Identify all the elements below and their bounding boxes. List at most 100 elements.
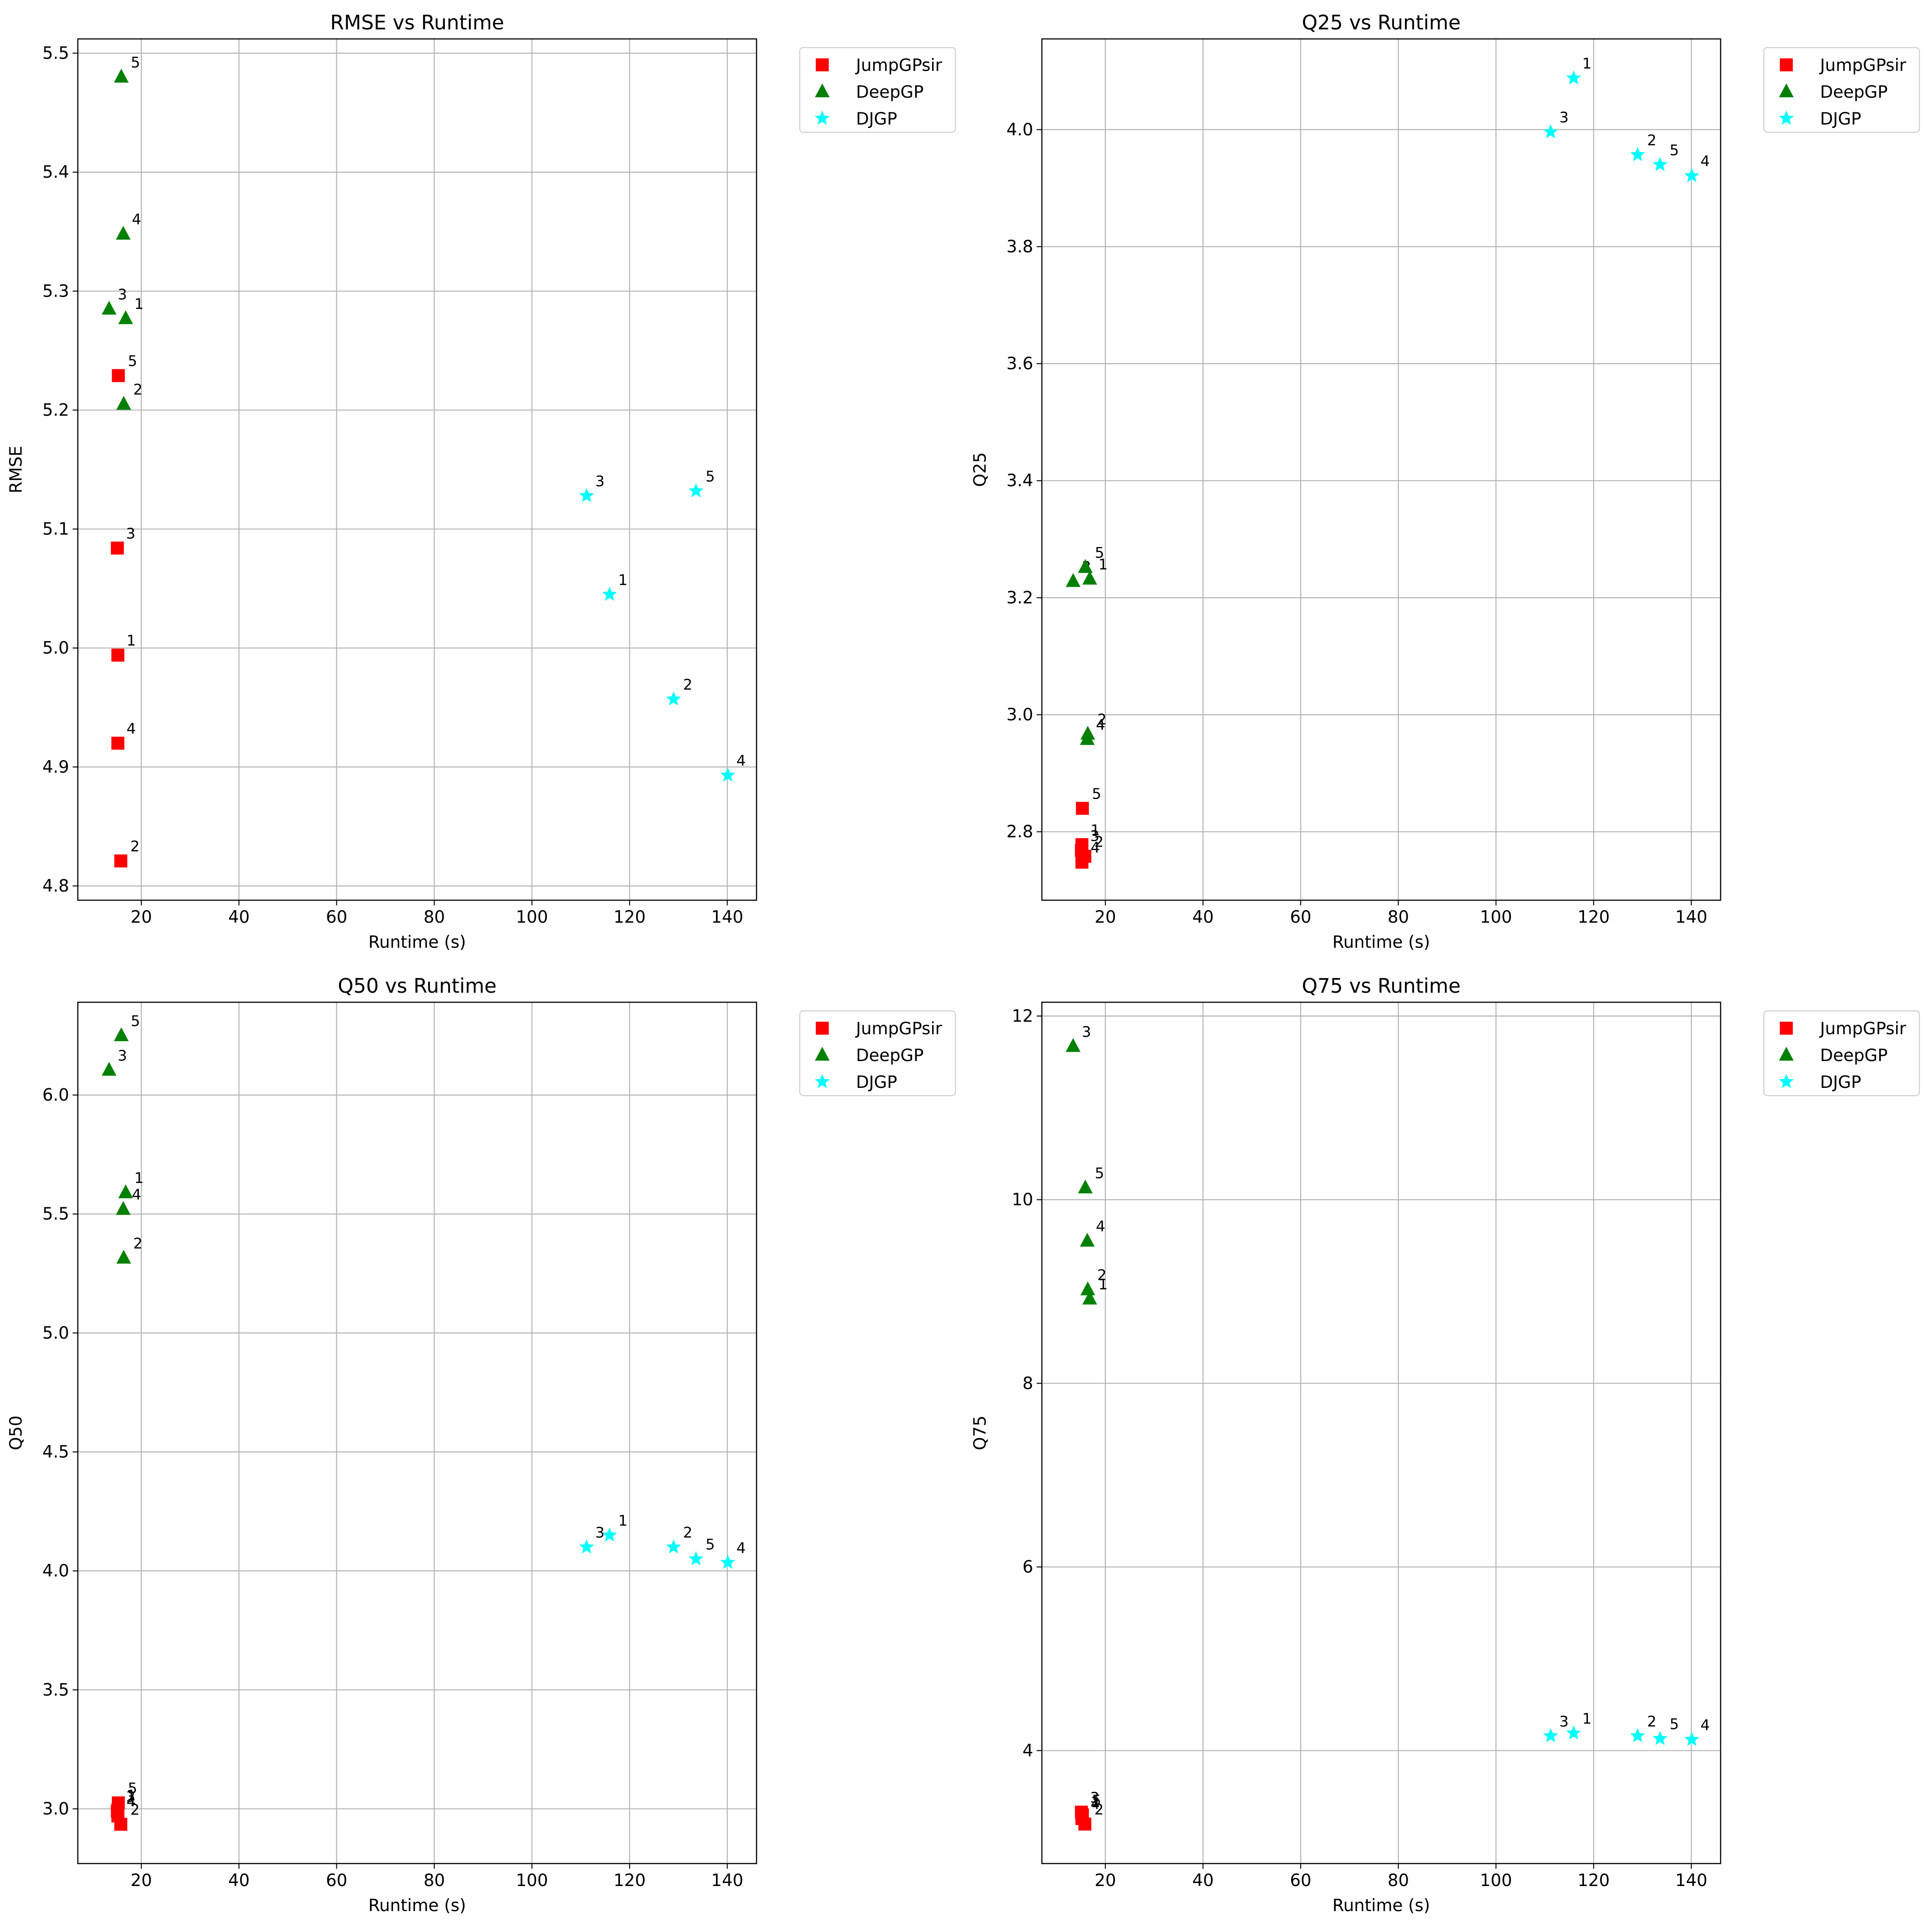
point-label: 5 [706, 1536, 715, 1554]
x-tick-label: 40 [1192, 1871, 1214, 1890]
point-label: 1 [1582, 55, 1592, 73]
x-tick-label: 140 [1675, 908, 1707, 927]
point-label: 5 [1095, 1165, 1105, 1182]
y-tick-label: 3.0 [42, 1799, 69, 1819]
x-tick-label: 60 [326, 1871, 348, 1890]
legend: JumpGPsir DeepGP DJGP [799, 47, 956, 133]
y-tick-label: 5.3 [42, 281, 69, 301]
point-label: 2 [683, 676, 693, 694]
y-tick-label: 4.0 [1006, 120, 1033, 140]
x-axis-label: Runtime (s) [1332, 1896, 1430, 1915]
y-tick-label: 3.6 [1006, 354, 1033, 374]
subplot-1: 1 2 3 4 5 1 2 3 4 5 1 2 3 4 5 20 40 60 80 100 120 140 4.8 4.9 5.… [6, 11, 956, 952]
point-label: 4 [1091, 1796, 1100, 1813]
data-point-deepgp [1080, 1281, 1095, 1295]
legend-marker-jumpgpsir [1780, 58, 1793, 71]
point-label: 1 [618, 572, 628, 589]
point-label: 2 [683, 1524, 693, 1541]
data-point-djgp [688, 483, 704, 498]
data-point-jumpgpsir [112, 1796, 125, 1810]
y-tick-label: 4.9 [42, 758, 69, 777]
legend-entry-label: JumpGPsir [1819, 1019, 1906, 1039]
point-label: 5 [1670, 142, 1679, 159]
legend-marker-djgp [1779, 111, 1794, 125]
y-tick-label: 12 [1012, 1007, 1033, 1026]
y-tick-label: 2.8 [1006, 822, 1033, 842]
legend-entry-label: DeepGP [1820, 1046, 1888, 1065]
data-point-deepgp [116, 226, 131, 240]
data-point-djgp [720, 1554, 735, 1569]
legend-entry-label: DJGP [856, 109, 897, 129]
point-label: 3 [126, 1788, 135, 1806]
data-point-deepgp [1066, 573, 1081, 587]
point-label: 3 [118, 1047, 127, 1065]
legend-entry-label: JumpGPsir [855, 1019, 942, 1039]
legend: JumpGPsir DeepGP DJGP [1763, 1010, 1920, 1097]
y-tick-label: 6 [1022, 1557, 1033, 1577]
point-label: 1 [134, 296, 144, 313]
data-point-jumpgpsir [112, 369, 125, 382]
point-label: 4 [1096, 716, 1105, 734]
data-point-deepgp [1066, 1038, 1081, 1052]
point-label: 5 [128, 1780, 137, 1797]
data-point-djgp [1566, 70, 1581, 85]
point-label: 5 [1092, 786, 1102, 803]
point-label: 1 [618, 1512, 628, 1530]
point-label: 4 [1096, 1218, 1105, 1235]
x-tick-label: 20 [131, 908, 152, 927]
x-tick-label: 20 [1095, 908, 1116, 927]
data-point-jumpgpsir [111, 541, 124, 555]
y-tick-label: 3.2 [1006, 588, 1033, 607]
data-point-djgp [1630, 147, 1645, 161]
y-axis-label: Q75 [971, 1416, 990, 1450]
legend-box [1763, 47, 1920, 133]
point-label: 2 [1097, 711, 1107, 729]
data-point-jumpgpsir [1075, 844, 1088, 857]
point-label: 3 [1559, 1713, 1569, 1730]
data-point-deepgp [116, 1250, 131, 1264]
x-tick-label: 80 [1388, 1871, 1409, 1890]
data-point-djgp [1566, 1725, 1581, 1739]
legend-marker-deepgp [1779, 1047, 1794, 1061]
data-point-deepgp [118, 1184, 133, 1199]
x-tick-label: 40 [228, 1871, 250, 1890]
point-label: 4 [1700, 1717, 1710, 1734]
data-point-djgp [1684, 168, 1699, 182]
legend-box [799, 47, 956, 133]
data-point-djgp [720, 767, 735, 782]
legend-entry-label: DeepGP [856, 83, 924, 102]
x-tick-label: 120 [1578, 908, 1609, 927]
x-tick-label: 40 [228, 908, 250, 927]
point-label: 4 [1700, 153, 1710, 170]
legend-marker-jumpgpsir [816, 58, 829, 71]
point-label: 4 [127, 1793, 136, 1810]
y-tick-label: 3.5 [42, 1680, 69, 1700]
point-label: 3 [126, 525, 135, 543]
legend-marker-djgp [814, 1074, 830, 1088]
y-tick-label: 3.0 [1006, 705, 1033, 725]
y-tick-label: 4.0 [42, 1561, 69, 1581]
data-point-deepgp [1078, 1179, 1093, 1193]
legend-marker-deepgp [815, 1047, 830, 1061]
point-label: 5 [1670, 1716, 1679, 1733]
point-label: 3 [118, 286, 127, 304]
x-tick-label: 100 [1480, 1871, 1512, 1890]
x-tick-label: 140 [711, 1871, 743, 1890]
data-point-jumpgpsir [1076, 802, 1089, 815]
data-point-jumpgpsir [1075, 856, 1089, 869]
legend-marker-jumpgpsir [1780, 1022, 1793, 1035]
legend-marker-deepgp [815, 83, 830, 97]
data-point-jumpgpsir [114, 854, 128, 868]
data-point-djgp [602, 586, 617, 601]
legend-entry-label: DeepGP [1820, 83, 1888, 102]
legend-entry-label: JumpGPsir [855, 56, 942, 75]
data-point-deepgp [102, 301, 117, 315]
point-label: 3 [1559, 109, 1569, 126]
data-point-deepgp [116, 396, 131, 410]
x-tick-label: 120 [613, 1871, 645, 1890]
data-point-djgp [688, 1551, 704, 1566]
point-label: 1 [1091, 1794, 1100, 1811]
data-point-djgp [1684, 1732, 1699, 1746]
